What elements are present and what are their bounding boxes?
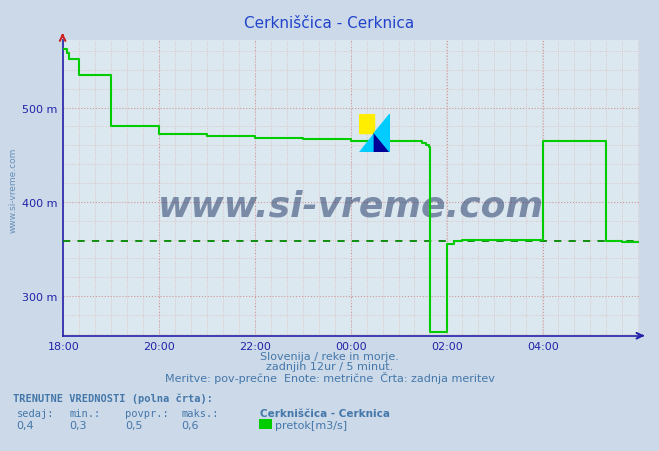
Text: zadnjih 12ur / 5 minut.: zadnjih 12ur / 5 minut. bbox=[266, 361, 393, 371]
Text: Slovenija / reke in morje.: Slovenija / reke in morje. bbox=[260, 351, 399, 361]
Polygon shape bbox=[374, 133, 390, 153]
Text: pretok[m3/s]: pretok[m3/s] bbox=[275, 420, 347, 430]
Text: 0,5: 0,5 bbox=[125, 420, 143, 430]
Text: maks.:: maks.: bbox=[181, 408, 219, 418]
Text: min.:: min.: bbox=[69, 408, 100, 418]
Text: Cerkniščica - Cerknica: Cerkniščica - Cerknica bbox=[260, 408, 390, 418]
Text: Meritve: pov­prečne  Enote: metrične  Črta: zadnja meritev: Meritve: pov­prečne Enote: metrične Črta… bbox=[165, 371, 494, 383]
Polygon shape bbox=[358, 133, 374, 153]
Polygon shape bbox=[374, 115, 390, 153]
Text: 0,3: 0,3 bbox=[69, 420, 87, 430]
Text: TRENUTNE VREDNOSTI (polna črta):: TRENUTNE VREDNOSTI (polna črta): bbox=[13, 392, 213, 403]
Text: Cerkniščica - Cerknica: Cerkniščica - Cerknica bbox=[244, 16, 415, 31]
Text: www.si-vreme.com: www.si-vreme.com bbox=[158, 189, 544, 223]
Text: sedaj:: sedaj: bbox=[16, 408, 54, 418]
Text: 0,6: 0,6 bbox=[181, 420, 199, 430]
Text: www.si-vreme.com: www.si-vreme.com bbox=[9, 147, 18, 232]
Text: 0,4: 0,4 bbox=[16, 420, 34, 430]
Bar bbox=[358, 115, 374, 133]
Text: povpr.:: povpr.: bbox=[125, 408, 169, 418]
